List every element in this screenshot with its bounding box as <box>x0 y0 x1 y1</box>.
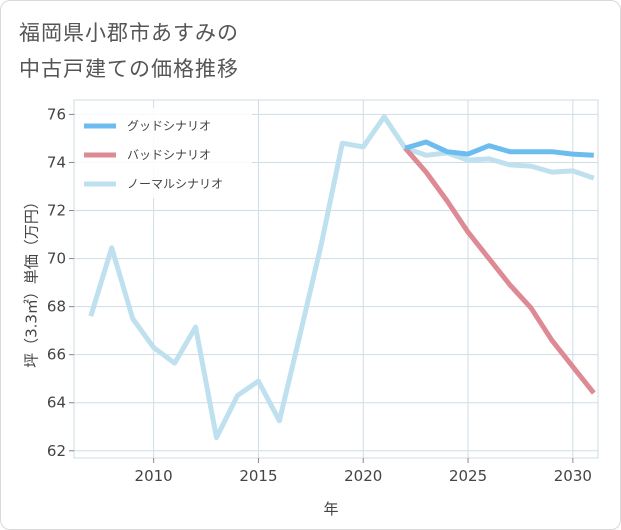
legend-good-label: グッドシナリオ <box>127 119 211 133</box>
series-lines <box>88 114 596 441</box>
y-tick-label: 66 <box>47 346 66 364</box>
legend-bad-label: バッドシナリオ <box>127 148 211 162</box>
x-tick-label: 2020 <box>344 467 382 485</box>
bad-scenario-line <box>403 146 596 395</box>
x-axis-title: 年 <box>323 500 338 518</box>
y-tick-label: 76 <box>47 105 66 123</box>
chart-title-line1: 福岡県小郡市あすみの <box>19 21 239 45</box>
normal-scenario-line <box>88 114 595 441</box>
plot-area-border <box>73 99 599 459</box>
x-tick-label: 2030 <box>554 467 592 485</box>
chart-title: 福岡県小郡市あすみの 中古戸建ての価格推移 <box>19 15 239 87</box>
x-tick-label: 2015 <box>239 467 277 485</box>
x-tick-label: 2010 <box>135 467 173 485</box>
y-tick-label: 68 <box>47 298 66 316</box>
good-scenario-line <box>404 139 594 158</box>
legend-normal-label: ノーマルシナリオ <box>127 177 223 191</box>
x-tick-label: 2025 <box>449 467 487 485</box>
y-tick-label: 74 <box>47 153 66 171</box>
y-axis-title: 坪（3.3㎡）単価（万円） <box>23 194 41 368</box>
y-tick-label: 70 <box>47 250 66 268</box>
y-tick-label: 62 <box>47 442 66 460</box>
y-tick-label: 72 <box>47 202 66 220</box>
tick-labels: 62 64 66 68 70 72 74 76 2010 2015 2020 2025 2030 <box>47 105 592 485</box>
y-tick-label: 64 <box>47 394 66 412</box>
chart-title-line2: 中古戸建ての価格推移 <box>19 57 239 81</box>
